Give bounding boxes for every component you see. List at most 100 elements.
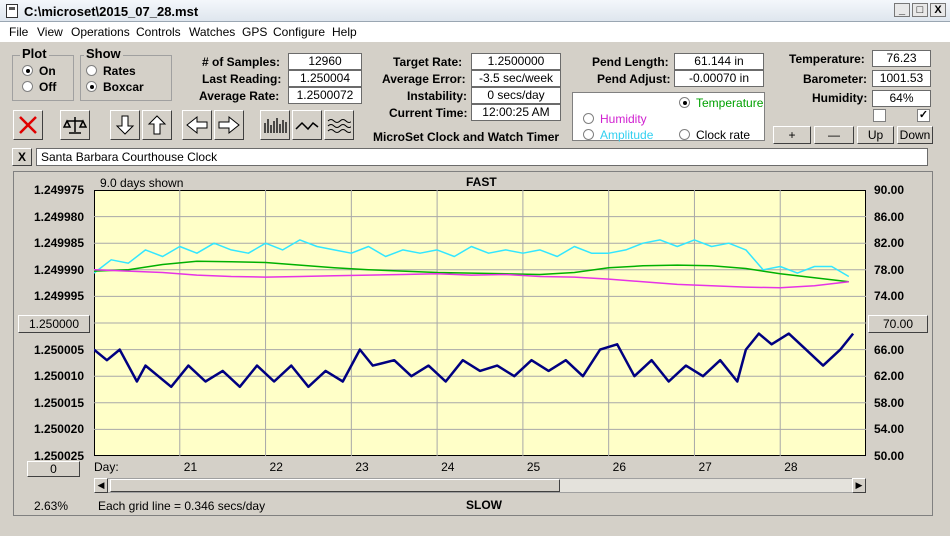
y-right-tick-label: 62.00 (874, 369, 905, 384)
series-line-2 (94, 260, 849, 283)
pend-length-label: Pend Length: (592, 55, 669, 69)
balance-scale-icon (63, 117, 87, 134)
pend-length-field[interactable]: 61.144 in (674, 53, 764, 70)
humidity-radio[interactable] (583, 113, 594, 124)
arrow-down-button[interactable] (110, 110, 140, 140)
x-tick-label: 22 (269, 460, 283, 474)
x-tick-label: 24 (441, 460, 455, 474)
wave-view-button[interactable] (324, 110, 354, 140)
samples-label: # of Samples: (202, 55, 281, 69)
chart-panel (13, 171, 933, 516)
x-tick-label: 27 (698, 460, 712, 474)
temperature-field: 76.23 (872, 50, 931, 67)
arrow-right-icon (218, 115, 240, 135)
barometer-label: Barometer: (803, 72, 868, 86)
average-rate-label: Average Rate: (199, 89, 280, 103)
y-left-tick-label: 1.249985 (33, 236, 84, 251)
menu-configure[interactable]: Configure (273, 25, 326, 39)
instability-label: Instability: (407, 89, 468, 103)
arrow-up-button[interactable] (142, 110, 172, 140)
show-rates-radio[interactable] (86, 65, 97, 76)
menu-file[interactable]: File (9, 25, 29, 39)
clock-rate-radio[interactable] (679, 129, 690, 140)
menu-controls[interactable]: Controls (136, 25, 181, 39)
line-view-button[interactable] (292, 110, 322, 140)
last-reading-field: 1.250004 (288, 70, 362, 87)
minus-button[interactable]: — (814, 126, 854, 144)
show-boxcar-label: Boxcar (103, 80, 144, 94)
bar-graph-icon (264, 118, 287, 133)
y-left-tick-label: 1.250025 (33, 449, 84, 463)
up-button[interactable]: Up (857, 126, 894, 144)
plot-on-label: On (39, 64, 56, 78)
samples-field: 12960 (288, 53, 362, 70)
temperature-radio[interactable] (679, 97, 690, 108)
target-rate-field[interactable]: 1.2500000 (471, 53, 561, 70)
close-window-button[interactable]: X (930, 3, 946, 17)
chart-plot-area (94, 190, 866, 456)
right-axis-center-button[interactable]: 70.00 (868, 315, 928, 333)
y-left-tick-label: 1.250015 (33, 395, 84, 410)
menu-help[interactable]: Help (332, 25, 357, 39)
y-right-tick-label: 90.00 (874, 183, 905, 197)
pend-adjust-label: Pend Adjust: (597, 72, 671, 86)
arrow-right-button[interactable] (214, 110, 244, 140)
app-icon (6, 4, 18, 18)
y-right-tick-label: 58.00 (874, 395, 905, 410)
y-right-tick-label: 82.00 (874, 236, 905, 251)
day-axis-label: Day: (94, 460, 119, 474)
show-group (80, 55, 172, 101)
app-title-label: MicroSet Clock and Watch Timer (373, 130, 560, 144)
menu-gps[interactable]: GPS (242, 25, 268, 39)
show-group-title: Show (84, 46, 123, 61)
x-tick-label: 21 (183, 460, 198, 474)
menu-operations[interactable]: Operations (71, 25, 130, 39)
scroll-thumb[interactable] (110, 479, 560, 492)
x-tick-label: 26 (612, 460, 627, 474)
amplitude-radio[interactable] (583, 129, 594, 140)
stop-button[interactable] (13, 110, 43, 140)
pend-adjust-field[interactable]: -0.00070 in (674, 70, 764, 87)
balance-button[interactable] (60, 110, 90, 140)
bars-view-button[interactable] (260, 110, 290, 140)
arrow-left-icon (186, 115, 208, 135)
y-left-tick-label: 1.250020 (33, 422, 84, 437)
y-left-tick-label: 1.250010 (33, 369, 84, 384)
bottom-left-button[interactable]: 0 (27, 461, 80, 477)
sensor-select-box (572, 92, 765, 141)
humidity-option-label: Humidity (600, 112, 647, 126)
clock-name-close-button[interactable]: X (12, 148, 32, 166)
menu-watches[interactable]: Watches (189, 25, 236, 39)
minimize-button[interactable]: _ (894, 3, 910, 17)
sensor-checkbox-right[interactable]: ✓ (917, 109, 930, 122)
plot-off-radio[interactable] (22, 81, 33, 92)
amplitude-option-label: Amplitude (600, 128, 654, 142)
x-tick-label: 25 (526, 460, 541, 474)
y-right-tick-label: 78.00 (874, 262, 905, 277)
plus-button[interactable]: + (773, 126, 811, 144)
window-title: C:\microset\2015_07_28.mst (24, 4, 199, 19)
show-rates-label: Rates (103, 64, 136, 78)
clock-name-field[interactable]: Santa Barbara Courthouse Clock (36, 148, 928, 166)
plot-on-radio[interactable] (22, 65, 33, 76)
average-error-label: Average Error: (382, 72, 466, 86)
scroll-left-button[interactable]: ◀ (94, 478, 108, 493)
sensor-checkbox-left[interactable] (873, 109, 886, 122)
x-tick-label: 28 (784, 460, 798, 474)
barometer-field: 1001.53 (872, 70, 931, 87)
scroll-right-button[interactable]: ▶ (852, 478, 866, 493)
days-shown-label: 9.0 days shown (100, 176, 184, 190)
grid-note-label: Each grid line = 0.346 secs/day (98, 499, 266, 513)
menu-view[interactable]: View (37, 25, 63, 39)
down-button[interactable]: Down (897, 126, 933, 144)
average-rate-field: 1.2500072 (288, 87, 362, 104)
y-left-tick-label: 1.249975 (33, 183, 84, 197)
show-boxcar-radio[interactable] (86, 81, 97, 92)
maximize-button[interactable]: □ (912, 3, 928, 17)
wave-lines-icon (327, 119, 351, 133)
menu-bar: File View Operations Controls Watches GP… (0, 22, 950, 42)
humidity-label: Humidity: (812, 91, 868, 105)
x-tick-label: 23 (355, 460, 369, 474)
arrow-left-button[interactable] (182, 110, 212, 140)
left-axis-center-button[interactable]: 1.250000 (18, 315, 90, 333)
